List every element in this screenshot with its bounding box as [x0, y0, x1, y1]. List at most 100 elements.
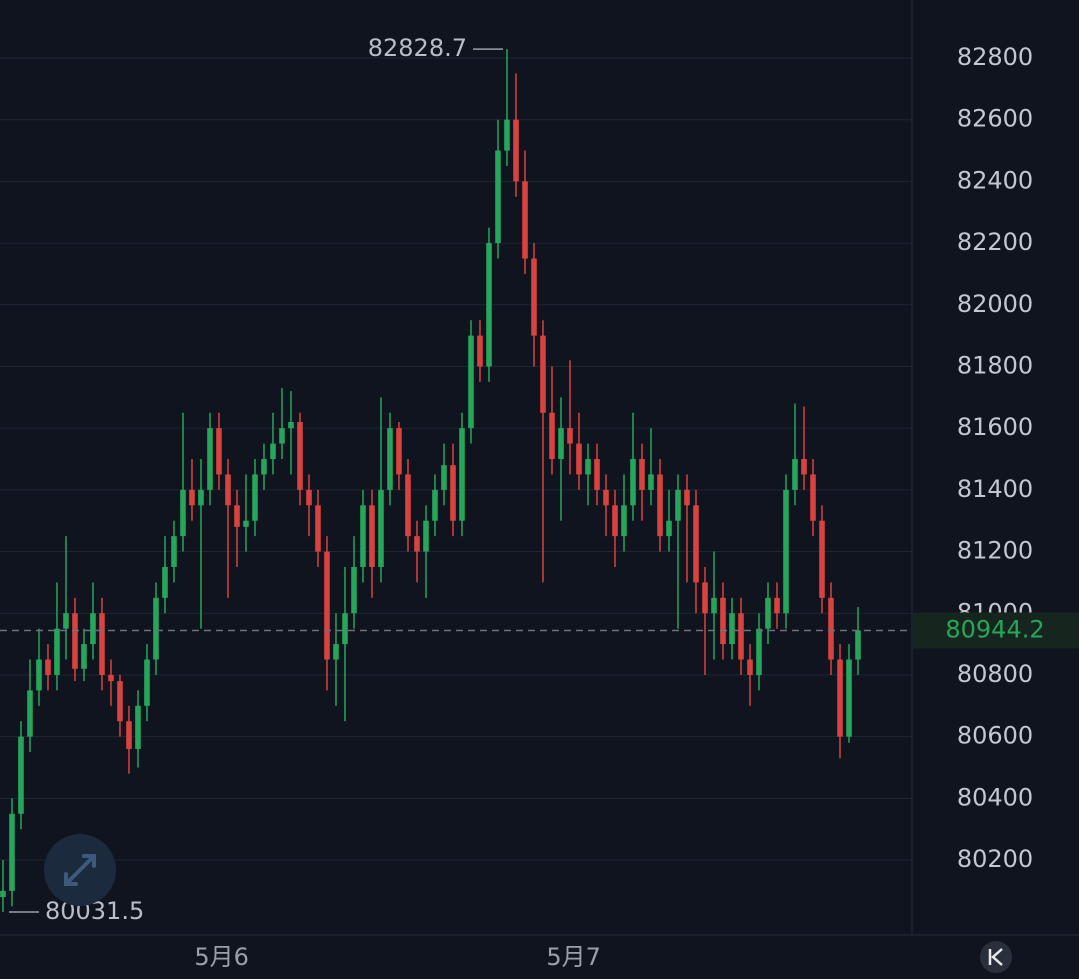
candle-body [36, 659, 42, 691]
candle-body [423, 520, 429, 552]
candle-body [117, 681, 123, 722]
candle-body [486, 243, 492, 367]
y-tick-label: 82000 [957, 290, 1033, 318]
labels: 8020080400806008080081000812008140081600… [0, 34, 1079, 971]
candle-body [756, 628, 762, 675]
candle-body [378, 489, 384, 567]
candle-body [333, 644, 339, 660]
candle-body [126, 721, 132, 749]
candle-body [432, 489, 438, 521]
candle-body [621, 505, 627, 537]
candle-body [18, 736, 24, 814]
candle-body [297, 421, 303, 490]
candle-body [639, 459, 645, 490]
candle-body [396, 428, 402, 475]
candle-body [306, 489, 312, 506]
candle-body [846, 659, 852, 737]
candle-body [171, 536, 177, 567]
candle-body [540, 335, 546, 413]
candle-body [693, 505, 699, 583]
candle-body [630, 459, 636, 506]
candle-body [531, 258, 537, 336]
candle-body [558, 428, 564, 460]
candle-body [747, 659, 753, 675]
candle-body [54, 628, 60, 675]
y-tick-label: 80200 [957, 845, 1033, 873]
candle-body [549, 412, 555, 460]
candle-body [387, 428, 393, 490]
candle-body [648, 474, 654, 490]
x-tick-label: 5月7 [546, 943, 601, 971]
candle-body [216, 428, 222, 475]
candle-body [783, 489, 789, 614]
candle-body [315, 505, 321, 552]
candles [0, 49, 861, 913]
candle-body [90, 613, 96, 645]
last-price-label: 80944.2 [945, 615, 1044, 643]
candle-body [513, 119, 519, 182]
candle-body [810, 474, 816, 521]
kline-button[interactable] [980, 941, 1012, 973]
y-tick-label: 80600 [957, 722, 1033, 750]
candle-body [711, 597, 717, 614]
y-tick-label: 82600 [957, 105, 1033, 133]
candle-body [405, 474, 411, 537]
candle-body [225, 474, 231, 506]
candle-body [9, 813, 15, 891]
candle-body [774, 597, 780, 614]
y-tick-label: 81800 [957, 351, 1033, 379]
candle-body [720, 597, 726, 645]
candle-body [324, 551, 330, 660]
candle-body [369, 505, 375, 567]
candle-body [819, 520, 825, 598]
candle-body [135, 705, 141, 749]
candle-body [666, 520, 672, 537]
candle-body [27, 690, 33, 737]
candle-body [45, 659, 51, 675]
candle-body [612, 505, 618, 537]
y-tick-label: 82200 [957, 228, 1033, 256]
y-tick-label: 81400 [957, 475, 1033, 503]
candle-body [153, 597, 159, 660]
candle-body [675, 489, 681, 521]
candle-body [702, 582, 708, 614]
candle-body [585, 459, 591, 475]
y-tick-label: 82400 [957, 166, 1033, 194]
candle-body [792, 459, 798, 490]
x-tick-label: 5月6 [194, 943, 249, 971]
candle-body [828, 597, 834, 660]
candle-body [72, 613, 78, 669]
candle-body [657, 474, 663, 537]
candle-body [207, 428, 213, 490]
candle-body [288, 421, 294, 429]
candle-body [243, 520, 249, 527]
candle-body [360, 505, 366, 567]
candle-body [162, 566, 168, 598]
y-tick-label: 80400 [957, 783, 1033, 811]
candle-body [729, 613, 735, 645]
candle-body [495, 150, 501, 244]
candle-body [261, 459, 267, 475]
candle-body [198, 489, 204, 506]
candle-body [252, 474, 258, 521]
candle-body [63, 613, 69, 629]
candle-body [450, 465, 456, 521]
max-label: 82828.7 [368, 34, 467, 62]
candle-body [189, 489, 195, 506]
candle-body [567, 428, 573, 444]
candle-body [108, 674, 114, 682]
candle-body [180, 489, 186, 537]
candle-body [270, 443, 276, 460]
candle-body [468, 335, 474, 429]
candle-body [441, 465, 447, 490]
y-tick-label: 80800 [957, 660, 1033, 688]
candle-body [738, 613, 744, 660]
expand-button[interactable] [44, 834, 116, 906]
candle-body [279, 428, 285, 444]
candle-body [837, 659, 843, 737]
candle-body [594, 459, 600, 490]
candle-body [234, 505, 240, 527]
candle-body [765, 597, 771, 629]
candle-body [342, 613, 348, 645]
